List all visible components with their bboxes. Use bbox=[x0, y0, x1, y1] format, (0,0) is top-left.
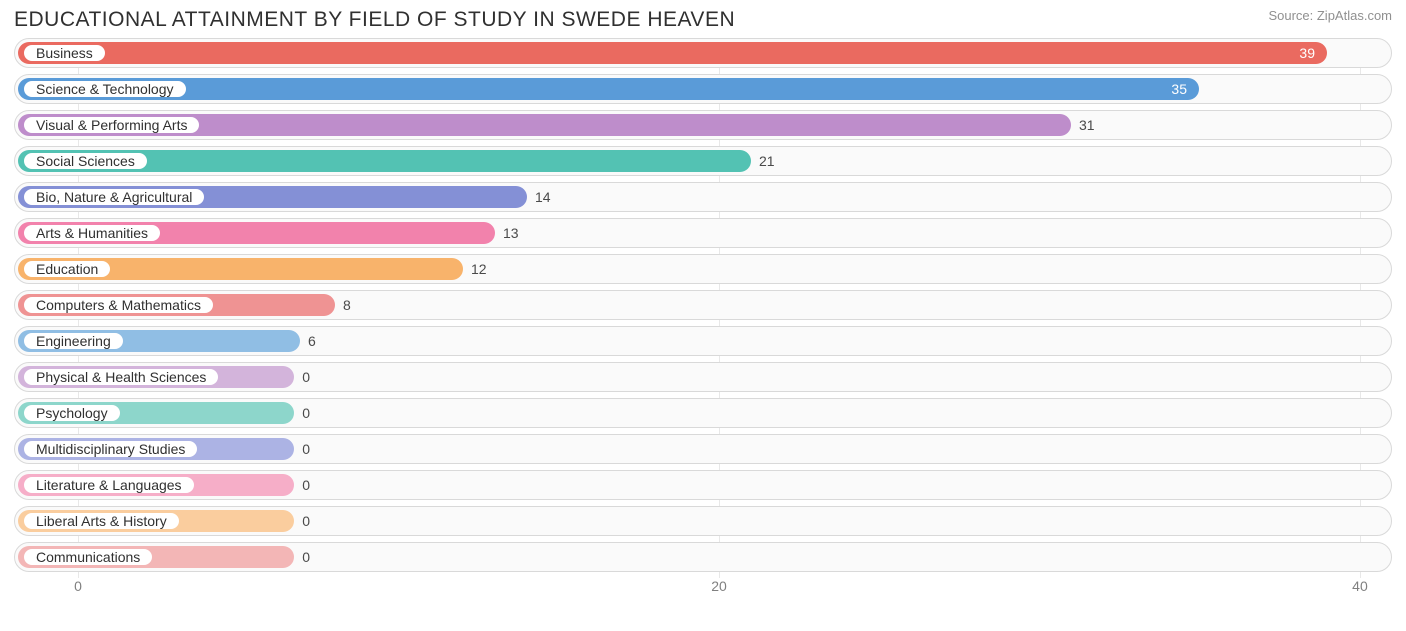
bar-category-pill: Computers & Mathematics bbox=[22, 295, 215, 315]
x-axis-tick: 20 bbox=[711, 578, 727, 594]
bar-category-label: Multidisciplinary Studies bbox=[36, 441, 185, 457]
bar-category-label: Social Sciences bbox=[36, 153, 135, 169]
bar-row: Engineering 6 bbox=[14, 326, 1392, 356]
bar-value-label: 35 bbox=[1171, 75, 1187, 103]
bar-row: Literature & Languages 0 bbox=[14, 470, 1392, 500]
bar-value-label: 6 bbox=[308, 327, 316, 355]
bar-category-pill: Communications bbox=[22, 547, 154, 567]
bar-category-pill: Liberal Arts & History bbox=[22, 511, 181, 531]
chart-source: Source: ZipAtlas.com bbox=[1268, 8, 1392, 23]
bar-value-label: 0 bbox=[302, 543, 310, 571]
bar-category-label: Computers & Mathematics bbox=[36, 297, 201, 313]
bar-category-label: Engineering bbox=[36, 333, 111, 349]
bar-value-label: 8 bbox=[343, 291, 351, 319]
bar-category-pill: Visual & Performing Arts bbox=[22, 115, 201, 135]
chart-x-axis: 0 20 40 bbox=[14, 578, 1392, 598]
bar-category-label: Liberal Arts & History bbox=[36, 513, 167, 529]
bar-category-label: Psychology bbox=[36, 405, 108, 421]
bar-category-pill: Bio, Nature & Agricultural bbox=[22, 187, 206, 207]
bar-row: Bio, Nature & Agricultural 14 bbox=[14, 182, 1392, 212]
bar-category-pill: Psychology bbox=[22, 403, 122, 423]
bar-category-label: Arts & Humanities bbox=[36, 225, 148, 241]
bar-row: Liberal Arts & History 0 bbox=[14, 506, 1392, 536]
bar-row: Computers & Mathematics 8 bbox=[14, 290, 1392, 320]
bar-value-label: 0 bbox=[302, 399, 310, 427]
bar-category-pill: Multidisciplinary Studies bbox=[22, 439, 199, 459]
x-axis-tick: 0 bbox=[74, 578, 82, 594]
bar-category-label: Physical & Health Sciences bbox=[36, 369, 206, 385]
bar-value-label: 39 bbox=[1299, 39, 1315, 67]
bar-category-label: Communications bbox=[36, 549, 140, 565]
bar-category-pill: Science & Technology bbox=[22, 79, 188, 99]
bar-category-pill: Literature & Languages bbox=[22, 475, 196, 495]
bar-value-label: 0 bbox=[302, 471, 310, 499]
bar-value-label: 31 bbox=[1079, 111, 1095, 139]
bar-value-label: 12 bbox=[471, 255, 487, 283]
bar-value-label: 14 bbox=[535, 183, 551, 211]
bar-category-label: Education bbox=[36, 261, 98, 277]
bar-value-label: 21 bbox=[759, 147, 775, 175]
x-axis-tick: 40 bbox=[1352, 578, 1368, 594]
bar-category-label: Visual & Performing Arts bbox=[36, 117, 187, 133]
bar-category-label: Literature & Languages bbox=[36, 477, 182, 493]
bar-row: Communications 0 bbox=[14, 542, 1392, 572]
chart-area: Business 39 Science & Technology 35 Visual &… bbox=[14, 38, 1392, 598]
chart-header: EDUCATIONAL ATTAINMENT BY FIELD OF STUDY… bbox=[14, 8, 1392, 32]
bar-row: Arts & Humanities 13 bbox=[14, 218, 1392, 248]
bar-row: Science & Technology 35 bbox=[14, 74, 1392, 104]
bar-category-pill: Physical & Health Sciences bbox=[22, 367, 220, 387]
chart-title: EDUCATIONAL ATTAINMENT BY FIELD OF STUDY… bbox=[14, 8, 735, 32]
chart-rows: Business 39 Science & Technology 35 Visual &… bbox=[14, 38, 1392, 572]
bar-fill bbox=[18, 42, 1327, 64]
bar-value-label: 0 bbox=[302, 363, 310, 391]
bar-row: Business 39 bbox=[14, 38, 1392, 68]
bar-category-pill: Arts & Humanities bbox=[22, 223, 162, 243]
bar-category-label: Business bbox=[36, 45, 93, 61]
bar-category-label: Bio, Nature & Agricultural bbox=[36, 189, 192, 205]
bar-category-pill: Engineering bbox=[22, 331, 125, 351]
bar-row: Multidisciplinary Studies 0 bbox=[14, 434, 1392, 464]
bar-value-label: 0 bbox=[302, 435, 310, 463]
bar-category-pill: Social Sciences bbox=[22, 151, 149, 171]
chart-container: EDUCATIONAL ATTAINMENT BY FIELD OF STUDY… bbox=[0, 0, 1406, 631]
bar-row: Education 12 bbox=[14, 254, 1392, 284]
bar-value-label: 13 bbox=[503, 219, 519, 247]
bar-fill bbox=[18, 78, 1199, 100]
bar-category-pill: Business bbox=[22, 43, 107, 63]
bar-row: Physical & Health Sciences 0 bbox=[14, 362, 1392, 392]
bar-category-label: Science & Technology bbox=[36, 81, 174, 97]
bar-category-pill: Education bbox=[22, 259, 112, 279]
bar-row: Social Sciences 21 bbox=[14, 146, 1392, 176]
bar-row: Psychology 0 bbox=[14, 398, 1392, 428]
bar-value-label: 0 bbox=[302, 507, 310, 535]
bar-row: Visual & Performing Arts 31 bbox=[14, 110, 1392, 140]
